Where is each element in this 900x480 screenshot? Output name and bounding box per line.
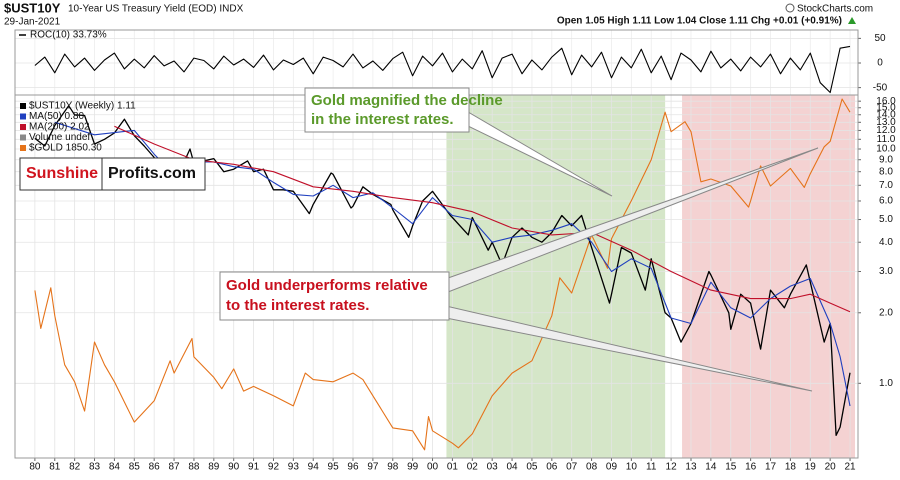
x-tick-label: 02 — [467, 462, 479, 473]
legend-label: $GOLD 1850.30 — [29, 143, 102, 154]
x-tick-label: 80 — [29, 462, 41, 473]
y-tick-label: 7.0 — [879, 180, 893, 191]
x-tick-label: 91 — [248, 462, 260, 473]
y-tick-label: 0 — [877, 58, 883, 69]
x-tick-label: 09 — [606, 462, 618, 473]
x-tick-label: 10 — [626, 462, 638, 473]
y-tick-label: -50 — [873, 82, 888, 93]
y-tick-label: 10.0 — [876, 144, 896, 155]
logo-box — [19, 157, 206, 191]
y-tick-label: 50 — [874, 33, 886, 44]
logo-text: Profits.com — [108, 165, 196, 182]
legend-swatch — [20, 145, 26, 151]
up-arrow — [848, 17, 856, 24]
date: 29-Jan-2021 — [4, 17, 61, 28]
callout-text: in the interest rates. — [311, 111, 454, 128]
y-tick-label: 5.0 — [879, 214, 893, 225]
plot-area: 80 81 82 83 84 85 86 87 88 89 90 91 92 93 94 95 96 97 98 99… — [14, 29, 896, 473]
x-tick-label: 81 — [49, 462, 61, 473]
legend-swatch — [20, 113, 26, 120]
x-tick-label: 15 — [725, 462, 737, 473]
x-tick-label: 03 — [487, 462, 499, 473]
legend-label: Volume undef — [29, 132, 90, 143]
callout-text: Gold magnified the decline — [311, 92, 503, 109]
x-tick-label: 20 — [825, 462, 837, 473]
x-tick-label: 84 — [109, 462, 121, 473]
x-tick-label: 88 — [188, 462, 200, 473]
x-tick-label: 97 — [367, 462, 379, 473]
y-tick-label: 3.0 — [879, 266, 893, 277]
y-tick-label: 8.0 — [879, 166, 893, 177]
source-icon — [785, 3, 795, 13]
description: 10-Year US Treasury Yield (EOD) INDX — [68, 4, 244, 15]
y-tick-label: 16.0 — [876, 96, 896, 107]
x-tick-label: 83 — [89, 462, 101, 473]
y-tick-label: 4.0 — [879, 237, 893, 248]
x-tick-label: 01 — [447, 462, 459, 473]
legend-label: MA(50) 0.80 — [29, 111, 84, 122]
legend-swatch — [20, 124, 26, 130]
source: StockCharts.com — [797, 4, 873, 15]
x-tick-label: 94 — [308, 462, 320, 473]
x-tick-label: 18 — [785, 462, 797, 473]
x-tick-label: 13 — [685, 462, 697, 473]
x-tick-label: 86 — [149, 462, 161, 473]
x-tick-label: 19 — [805, 462, 817, 473]
x-tick-label: 17 — [765, 462, 777, 473]
x-tick-label: 21 — [844, 462, 856, 473]
x-tick-label: 00 — [427, 462, 439, 473]
callout-box — [219, 271, 450, 321]
x-tick-label: 90 — [228, 462, 240, 473]
x-tick-label: 12 — [666, 462, 678, 473]
y-tick-label: 9.0 — [879, 154, 893, 165]
y-tick-label: 2.0 — [879, 307, 893, 318]
x-tick-label: 87 — [168, 462, 180, 473]
y-tick-label: 13.0 — [876, 117, 896, 128]
series-line — [34, 45, 851, 94]
series-line — [34, 98, 851, 451]
x-tick-label: 05 — [526, 462, 538, 473]
y-tick-label: 15.0 — [876, 102, 896, 113]
y-tick-label: 1.0 — [879, 378, 893, 389]
legend-label: MA(200) 2.02 — [29, 122, 90, 133]
x-tick-label: 82 — [69, 462, 81, 473]
logo-text: Sunshine — [26, 165, 98, 182]
series-line — [54, 121, 851, 407]
x-tick-label: 99 — [407, 462, 419, 473]
highlight-region — [682, 95, 856, 458]
x-tick-label: 04 — [506, 462, 518, 473]
callout-text: to the interest rates. — [226, 297, 369, 314]
panel-title: ROC(10) 33.73% — [30, 30, 107, 41]
y-tick-label: 6.0 — [879, 196, 893, 207]
quote: Open 1.05 High 1.11 Low 1.04 Close 1.11 … — [557, 16, 842, 27]
callout-box — [304, 87, 470, 133]
x-tick-label: 89 — [208, 462, 220, 473]
x-tick-label: 08 — [586, 462, 598, 473]
x-tick-label: 96 — [347, 462, 359, 473]
legend-swatch — [20, 103, 26, 109]
x-tick-label: 98 — [387, 462, 399, 473]
y-tick-label: 12.0 — [876, 125, 896, 136]
x-tick-label: 11 — [646, 462, 657, 473]
callout-text: Gold underperforms relative — [226, 277, 428, 294]
x-tick-label: 92 — [268, 462, 280, 473]
x-tick-label: 14 — [705, 462, 717, 473]
x-tick-label: 93 — [288, 462, 300, 473]
x-tick-label: 95 — [328, 462, 340, 473]
x-tick-label: 85 — [129, 462, 141, 473]
x-tick-label: 16 — [745, 462, 757, 473]
series-line — [114, 125, 851, 313]
legend-swatch — [20, 134, 26, 141]
legend-label: $UST10Y (Weekly) 1.11 — [29, 101, 136, 112]
y-tick-label: 14.0 — [876, 109, 896, 120]
x-tick-label: 06 — [546, 462, 558, 473]
x-tick-label: 07 — [566, 462, 578, 473]
symbol: $UST10Y — [4, 0, 61, 15]
y-tick-label: 11.0 — [877, 134, 896, 145]
